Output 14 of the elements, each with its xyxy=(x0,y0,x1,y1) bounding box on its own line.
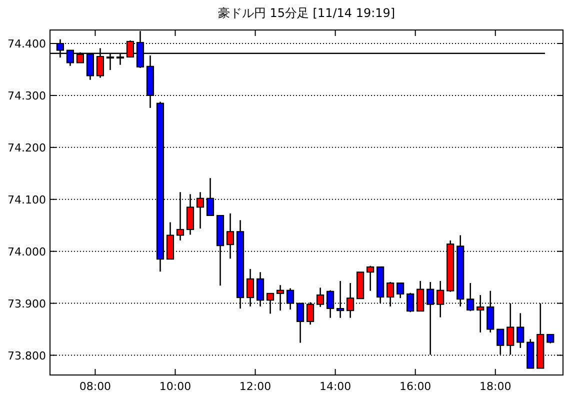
x-tick-label: 14:00 xyxy=(319,380,352,393)
y-tick-label: 74.200 xyxy=(8,141,46,154)
y-tick-label: 74.400 xyxy=(8,38,46,51)
x-tick-label: 10:00 xyxy=(159,380,192,393)
y-tick-label: 74.300 xyxy=(8,89,46,102)
x-tick-label: 12:00 xyxy=(239,380,272,393)
y-tick-label: 73.800 xyxy=(8,349,46,362)
y-tick-label: 74.000 xyxy=(8,245,46,258)
y-tick-label: 74.100 xyxy=(8,193,46,206)
x-tick-label: 18:00 xyxy=(480,380,512,393)
x-tick-label: 08:00 xyxy=(79,380,112,393)
x-tick-label: 16:00 xyxy=(399,380,432,393)
chart-title: 豪ドル円 15分足 [11/14 19:19] xyxy=(218,6,396,20)
y-tick-label: 73.900 xyxy=(8,297,46,310)
